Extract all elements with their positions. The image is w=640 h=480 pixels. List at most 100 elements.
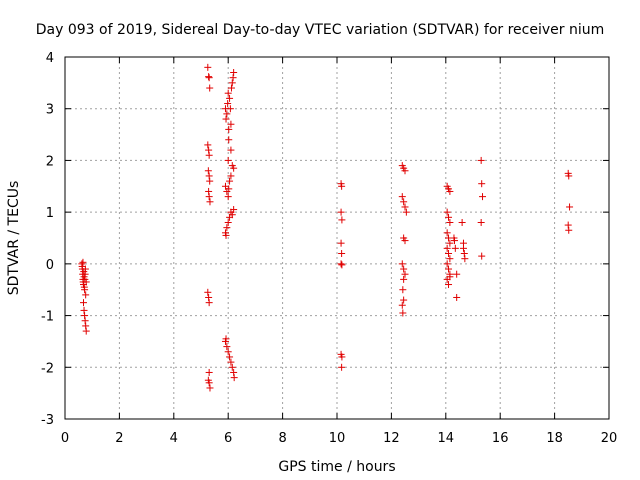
data-point xyxy=(445,213,453,221)
x-tick-label: 6 xyxy=(224,431,232,446)
x-tick-label: 18 xyxy=(546,431,563,446)
data-point xyxy=(205,172,213,180)
data-point xyxy=(445,281,453,289)
data-point xyxy=(459,244,467,252)
data-point xyxy=(224,89,232,97)
data-point xyxy=(228,79,236,87)
data-point xyxy=(458,218,466,226)
x-tick-label: 4 xyxy=(170,431,178,446)
data-point xyxy=(400,275,408,283)
data-point xyxy=(446,273,454,281)
data-point xyxy=(399,286,407,294)
data-point xyxy=(204,63,212,71)
data-point xyxy=(337,239,345,247)
x-axis-label: GPS time / hours xyxy=(278,459,395,475)
x-tick-label: 16 xyxy=(492,431,509,446)
data-point xyxy=(338,250,346,258)
data-point xyxy=(451,244,459,252)
data-point xyxy=(226,94,234,102)
data-point xyxy=(79,258,87,266)
data-point xyxy=(401,167,409,175)
y-tick-label: 4 xyxy=(46,51,54,66)
data-point xyxy=(224,218,232,226)
data-point xyxy=(227,84,235,92)
data-point xyxy=(81,312,89,320)
data-point xyxy=(225,125,233,133)
data-point xyxy=(81,265,89,273)
data-point xyxy=(565,226,573,234)
data-point xyxy=(401,270,409,278)
data-point xyxy=(222,231,230,239)
data-point xyxy=(226,177,234,185)
data-point xyxy=(225,136,233,144)
data-point xyxy=(205,151,213,159)
data-point xyxy=(227,172,235,180)
data-point xyxy=(81,286,89,294)
y-tick-label: 1 xyxy=(46,206,54,221)
data-point xyxy=(230,69,238,77)
data-point xyxy=(443,260,451,268)
x-tick-label: 0 xyxy=(61,431,69,446)
data-point xyxy=(478,252,486,260)
data-point xyxy=(224,100,232,108)
data-point xyxy=(477,156,485,164)
x-tick-label: 8 xyxy=(278,431,286,446)
data-point xyxy=(479,193,487,201)
data-point xyxy=(228,211,236,219)
data-point xyxy=(205,74,213,82)
data-point xyxy=(402,208,410,216)
data-point xyxy=(228,363,236,371)
data-point xyxy=(79,299,87,307)
data-point xyxy=(205,379,213,387)
data-point xyxy=(82,278,90,286)
data-point xyxy=(443,208,451,216)
data-point xyxy=(229,74,237,82)
data-point xyxy=(204,141,212,149)
data-point xyxy=(338,261,346,269)
data-point xyxy=(224,193,232,201)
data-point xyxy=(81,317,89,325)
data-point xyxy=(338,353,346,361)
y-tick-label: -1 xyxy=(41,310,54,325)
data-point xyxy=(227,146,235,154)
data-point xyxy=(205,293,213,301)
data-point xyxy=(401,203,409,211)
x-tick-label: 10 xyxy=(329,431,346,446)
data-point xyxy=(227,358,235,366)
data-point xyxy=(205,193,213,201)
data-point xyxy=(223,224,231,232)
data-point xyxy=(398,260,406,268)
data-point xyxy=(445,250,453,258)
x-tick-label: 12 xyxy=(383,431,400,446)
data-point xyxy=(399,309,407,317)
grid-layer xyxy=(65,57,609,419)
data-point xyxy=(477,218,485,226)
y-tick-label: 0 xyxy=(46,258,54,273)
data-point xyxy=(338,216,346,224)
data-point xyxy=(460,250,468,258)
data-point xyxy=(224,348,232,356)
data-point xyxy=(222,115,230,123)
data-point xyxy=(206,84,214,92)
data-point xyxy=(205,299,213,307)
data-point xyxy=(230,368,238,376)
data-point xyxy=(446,218,454,226)
data-point xyxy=(230,206,238,214)
data-point xyxy=(206,384,214,392)
data-point xyxy=(398,301,406,309)
data-point xyxy=(205,146,213,154)
data-point xyxy=(80,306,88,314)
data-point xyxy=(400,265,408,273)
data-point xyxy=(82,291,90,299)
y-tick-label: -2 xyxy=(41,361,54,376)
data-point xyxy=(564,221,572,229)
data-point xyxy=(230,374,238,382)
data-point xyxy=(226,353,234,361)
data-point xyxy=(338,363,346,371)
data-point xyxy=(446,187,454,195)
x-tick-label: 14 xyxy=(438,431,455,446)
data-point xyxy=(398,193,406,201)
data-point xyxy=(400,296,408,304)
data-point xyxy=(461,255,469,263)
